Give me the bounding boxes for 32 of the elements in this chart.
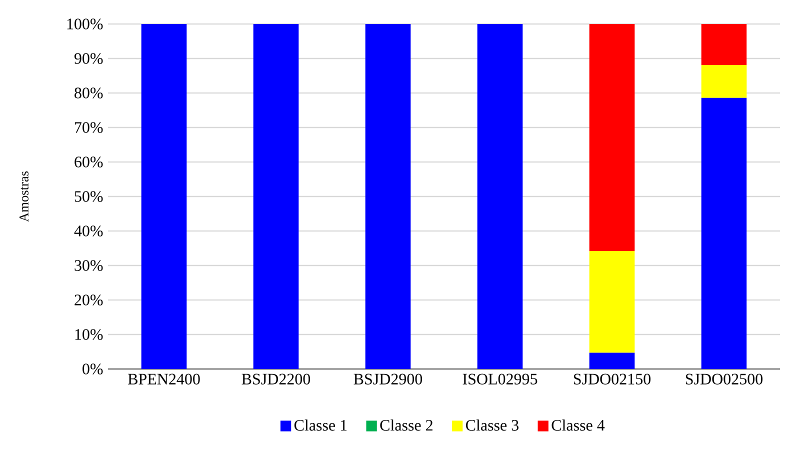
legend-label: Classe 4 <box>552 419 605 431</box>
legend-label: Classe 2 <box>380 419 432 431</box>
x-tick-label: BPEN2400 <box>128 374 200 384</box>
bar <box>701 24 747 66</box>
x-tick-label: BSJD2900 <box>354 374 422 384</box>
legend-label: Classe 3 <box>466 419 518 431</box>
y-tick-label: 60% <box>74 156 103 168</box>
y-tick-label: 50% <box>74 191 103 202</box>
bar <box>589 352 635 370</box>
bar <box>701 65 747 98</box>
y-tick-label: 70% <box>75 122 103 133</box>
bar <box>253 24 299 370</box>
bar <box>589 251 635 353</box>
x-tick-label: ISOL02995 <box>462 374 538 384</box>
y-axis-title: Amostras <box>20 171 28 222</box>
y-tick-label: 90% <box>74 53 103 64</box>
y-tick-label: 40% <box>74 226 103 236</box>
x-tick-label: SJDO02500 <box>686 374 762 384</box>
x-tick-label: SJDO02150 <box>574 374 650 384</box>
y-tick-label: 80% <box>74 88 103 98</box>
y-tick-label: 100% <box>67 18 103 30</box>
legend-label: Classe 1 <box>294 419 347 431</box>
y-tick-label: 10% <box>75 329 103 340</box>
bar <box>589 24 635 252</box>
y-tick-label: 30% <box>74 260 103 271</box>
y-tick-label: 0% <box>82 364 103 374</box>
bar <box>365 24 411 370</box>
bar <box>477 24 523 370</box>
bar <box>141 24 187 370</box>
x-tick-label: BSJD2200 <box>242 374 310 384</box>
y-tick-label: 20% <box>74 294 103 306</box>
bar <box>701 98 747 370</box>
